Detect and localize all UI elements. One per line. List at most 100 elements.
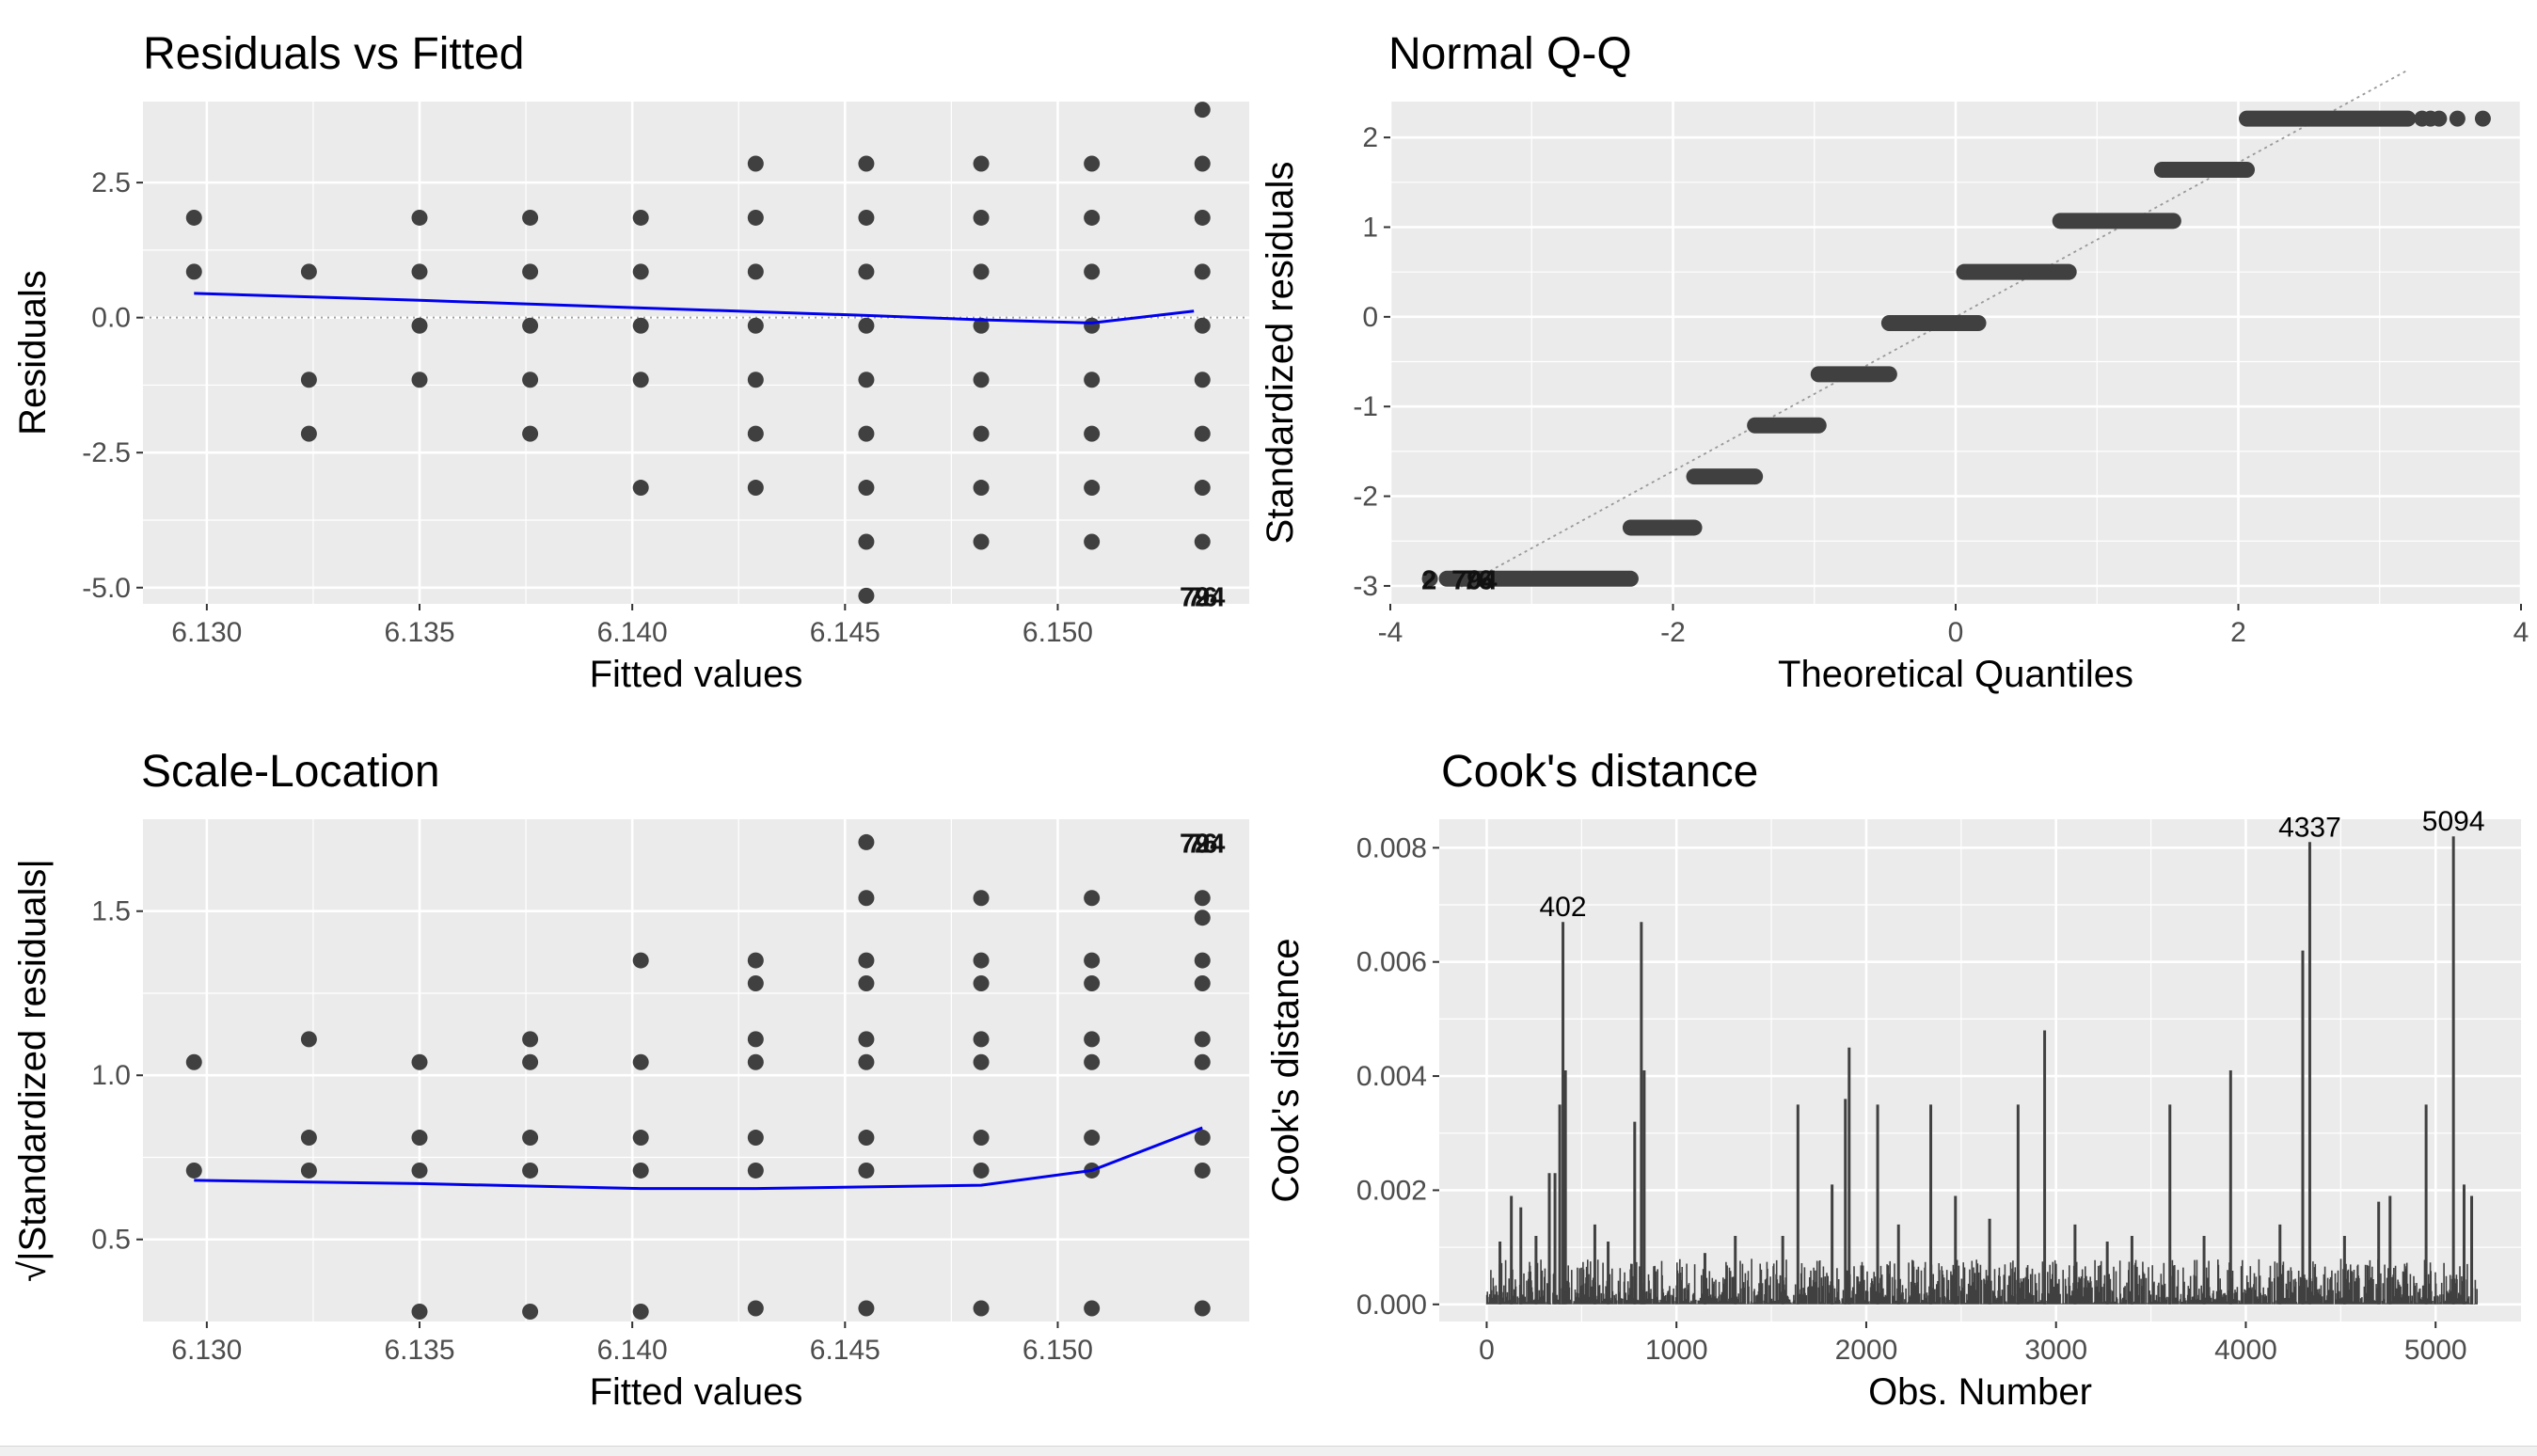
data-point bbox=[1194, 952, 1211, 969]
data-point bbox=[1194, 372, 1211, 388]
panel-background bbox=[143, 102, 1249, 604]
data-point bbox=[522, 1162, 539, 1179]
y-tick-label: 0.006 bbox=[1356, 947, 1427, 978]
data-point bbox=[858, 209, 875, 226]
data-point bbox=[411, 209, 428, 226]
point-id-label: 794 bbox=[1180, 829, 1225, 859]
data-point bbox=[747, 263, 764, 280]
data-point bbox=[747, 425, 764, 442]
data-point bbox=[1084, 1300, 1101, 1317]
data-point bbox=[973, 155, 990, 172]
data-point bbox=[1084, 1053, 1101, 1070]
data-point bbox=[300, 425, 317, 442]
data-point bbox=[1194, 480, 1211, 497]
data-point bbox=[522, 263, 539, 280]
y-tick-label: 1.5 bbox=[91, 896, 131, 927]
data-point bbox=[522, 1304, 539, 1321]
data-point bbox=[1084, 263, 1101, 280]
data-point bbox=[522, 317, 539, 334]
x-tick-label: 6.150 bbox=[1023, 617, 1093, 648]
data-point bbox=[1194, 1053, 1211, 1070]
data-point bbox=[1194, 425, 1211, 442]
y-axis-label: Cook's distance bbox=[1265, 938, 1307, 1202]
data-point bbox=[858, 952, 875, 969]
data-point bbox=[411, 1130, 428, 1147]
data-point bbox=[1084, 952, 1101, 969]
data-point bbox=[632, 480, 649, 497]
data-point bbox=[747, 155, 764, 172]
point-id-label: 2 bbox=[1421, 565, 1436, 595]
data-point bbox=[1194, 209, 1211, 226]
data-point bbox=[1084, 533, 1101, 550]
data-point bbox=[1194, 263, 1211, 280]
y-tick-label: 2.5 bbox=[91, 167, 131, 198]
data-point bbox=[411, 1053, 428, 1070]
data-point bbox=[1084, 480, 1101, 497]
data-point bbox=[522, 1031, 539, 1048]
data-point bbox=[522, 209, 539, 226]
data-point bbox=[522, 425, 539, 442]
data-point bbox=[747, 1031, 764, 1048]
data-point bbox=[1194, 975, 1211, 992]
x-tick-label: 6.145 bbox=[810, 617, 880, 648]
data-point bbox=[1194, 533, 1211, 550]
data-point bbox=[411, 317, 428, 334]
data-point bbox=[747, 1162, 764, 1179]
data-point bbox=[973, 480, 990, 497]
data-point bbox=[858, 1162, 875, 1179]
data-point bbox=[185, 1162, 202, 1179]
y-tick-label: 0.002 bbox=[1356, 1175, 1427, 1206]
data-point bbox=[632, 1053, 649, 1070]
data-point bbox=[632, 209, 649, 226]
y-tick-label: 0.008 bbox=[1356, 832, 1427, 863]
x-tick-label: 6.145 bbox=[810, 1335, 880, 1366]
x-axis-label: Obs. Number bbox=[1868, 1371, 2092, 1413]
smooth-trend-line bbox=[194, 292, 1195, 324]
y-tick-label: 2 bbox=[1362, 122, 1378, 153]
data-point bbox=[747, 1300, 764, 1317]
data-point bbox=[747, 372, 764, 388]
data-point bbox=[973, 890, 990, 907]
data-point bbox=[1194, 910, 1211, 926]
y-tick-label: 0.0 bbox=[91, 303, 131, 334]
data-point bbox=[858, 263, 875, 280]
x-tick-label: 5000 bbox=[2404, 1335, 2467, 1366]
data-point bbox=[300, 1031, 317, 1048]
data-point bbox=[858, 1130, 875, 1147]
data-point bbox=[858, 587, 875, 604]
data-point bbox=[858, 425, 875, 442]
x-tick-label: 3000 bbox=[2024, 1335, 2087, 1366]
x-tick-label: -4 bbox=[1378, 617, 1403, 648]
data-point bbox=[1194, 1300, 1211, 1317]
data-point bbox=[973, 372, 990, 388]
data-point bbox=[632, 263, 649, 280]
data-point bbox=[747, 317, 764, 334]
data-point bbox=[300, 1162, 317, 1179]
data-point bbox=[522, 1053, 539, 1070]
data-point bbox=[747, 1130, 764, 1147]
y-tick-label: -5.0 bbox=[82, 573, 131, 604]
data-point bbox=[185, 263, 202, 280]
y-tick-label: -2.5 bbox=[82, 437, 131, 468]
point-id-label: 76 bbox=[1463, 565, 1493, 595]
x-tick-label: 6.130 bbox=[171, 617, 242, 648]
data-point bbox=[411, 372, 428, 388]
x-tick-label: 6.140 bbox=[597, 1335, 668, 1366]
observation-label: 4337 bbox=[2278, 812, 2341, 843]
data-point bbox=[1084, 1031, 1101, 1048]
data-point bbox=[632, 317, 649, 334]
data-point bbox=[858, 1053, 875, 1070]
data-point bbox=[2474, 110, 2491, 127]
panel-title: Scale-Location bbox=[141, 747, 440, 797]
point-id-label: 794 bbox=[1180, 582, 1225, 612]
panel-title: Normal Q-Q bbox=[1388, 29, 1632, 79]
data-point bbox=[1084, 155, 1101, 172]
data-point bbox=[973, 1031, 990, 1048]
data-point bbox=[632, 1304, 649, 1321]
data-point bbox=[1084, 209, 1101, 226]
x-tick-label: 0 bbox=[1948, 617, 1964, 648]
y-axis-label: √|Standardized residuals| bbox=[12, 859, 54, 1282]
data-point bbox=[1194, 1162, 1211, 1179]
data-point bbox=[300, 263, 317, 280]
